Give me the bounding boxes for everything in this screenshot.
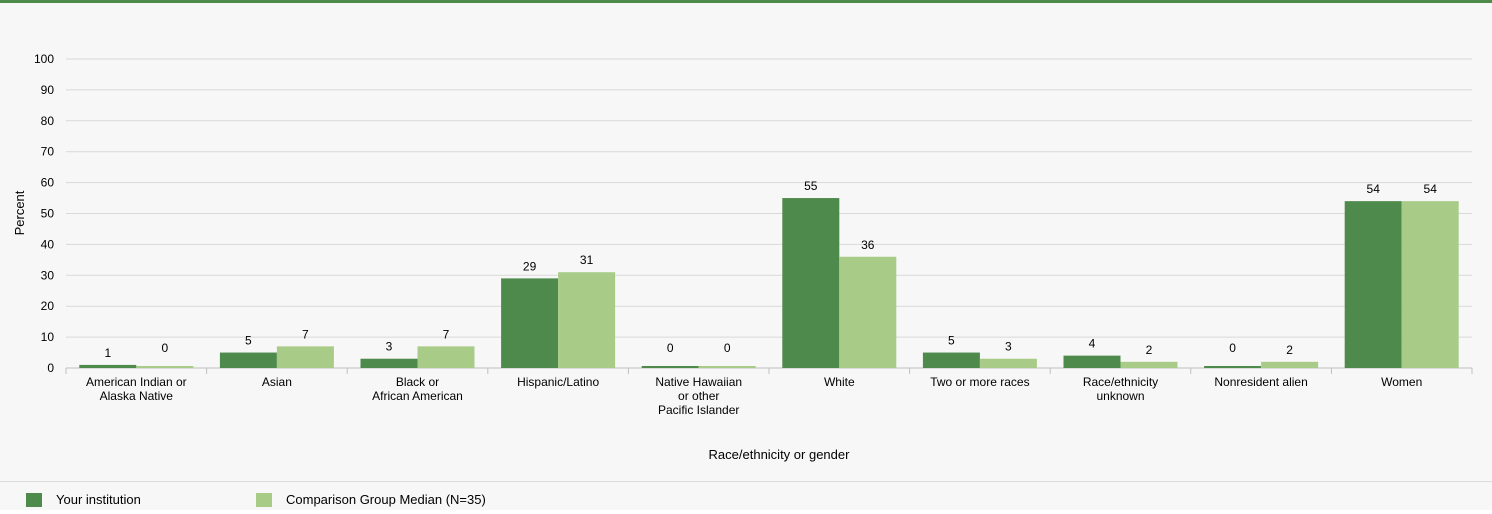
bar	[1401, 201, 1459, 368]
data-label: 1	[104, 346, 111, 360]
bar	[922, 352, 980, 368]
data-label: 54	[1424, 182, 1438, 196]
bar	[1063, 355, 1121, 368]
bar	[558, 272, 616, 368]
legend-item-your-institution: Your institution	[26, 492, 141, 507]
bar	[1261, 361, 1319, 368]
y-tick-label: 70	[41, 145, 55, 159]
legend-label-your-institution: Your institution	[56, 492, 141, 507]
data-label: 4	[1089, 337, 1096, 351]
category-label: African American	[372, 389, 463, 403]
y-tick-label: 90	[41, 83, 55, 97]
bar	[501, 278, 559, 368]
bar	[276, 346, 334, 368]
legend: Your institution Comparison Group Median…	[0, 481, 1492, 514]
data-label: 55	[804, 179, 818, 193]
category-label: Asian	[262, 375, 292, 389]
data-label: 0	[724, 341, 731, 355]
legend-swatch-your-institution	[26, 492, 42, 507]
category-label: Native Hawaiian	[655, 375, 742, 389]
bar	[136, 366, 194, 368]
bar	[1204, 366, 1262, 368]
data-label: 0	[1229, 341, 1236, 355]
y-tick-label: 80	[41, 114, 55, 128]
bar	[782, 198, 840, 368]
legend-label-comparison-group: Comparison Group Median (N=35)	[286, 492, 486, 507]
category-label: American Indian or	[86, 375, 187, 389]
category-label: or other	[678, 389, 719, 403]
legend-item-comparison-group: Comparison Group Median (N=35)	[256, 492, 486, 507]
data-label: 7	[302, 327, 309, 341]
data-label: 2	[1146, 343, 1153, 357]
bar	[641, 366, 699, 368]
x-axis-title: Race/ethnicity or gender	[709, 447, 851, 462]
data-label: 3	[1005, 340, 1012, 354]
y-tick-label: 100	[34, 52, 54, 66]
data-label: 3	[386, 340, 393, 354]
category-label: Alaska Native	[100, 389, 174, 403]
category-label: White	[824, 375, 855, 389]
category-label: Two or more races	[930, 375, 1029, 389]
y-tick-label: 30	[41, 268, 55, 282]
data-label: 7	[443, 327, 450, 341]
bar	[219, 352, 277, 368]
data-label: 29	[523, 259, 537, 273]
data-label: 36	[861, 238, 875, 252]
category-label: Black or	[396, 375, 439, 389]
category-label: Pacific Islander	[658, 403, 739, 417]
category-label: Hispanic/Latino	[517, 375, 599, 389]
y-tick-label: 60	[41, 176, 55, 190]
bar	[698, 366, 756, 368]
y-tick-label: 40	[41, 237, 55, 251]
bar	[839, 256, 897, 368]
bar	[1120, 361, 1178, 368]
bar	[417, 346, 475, 368]
y-axis-title: Percent	[12, 190, 27, 235]
data-label: 31	[580, 253, 594, 267]
data-label: 5	[245, 334, 252, 348]
bar	[360, 358, 418, 368]
category-label: Women	[1381, 375, 1422, 389]
y-tick-label: 50	[41, 207, 55, 221]
bar	[979, 358, 1037, 368]
y-tick-label: 10	[41, 330, 55, 344]
data-label: 5	[948, 334, 955, 348]
data-label: 0	[161, 341, 168, 355]
y-tick-label: 20	[41, 299, 55, 313]
data-label: 54	[1367, 182, 1381, 196]
bar	[79, 364, 137, 368]
category-label: Nonresident alien	[1214, 375, 1307, 389]
category-label: Race/ethnicity	[1083, 375, 1158, 389]
legend-swatch-comparison-group	[256, 492, 272, 507]
y-tick-label: 0	[47, 361, 54, 375]
data-label: 0	[667, 341, 674, 355]
data-label: 2	[1286, 343, 1293, 357]
category-label: unknown	[1096, 389, 1144, 403]
bar	[1344, 201, 1402, 368]
